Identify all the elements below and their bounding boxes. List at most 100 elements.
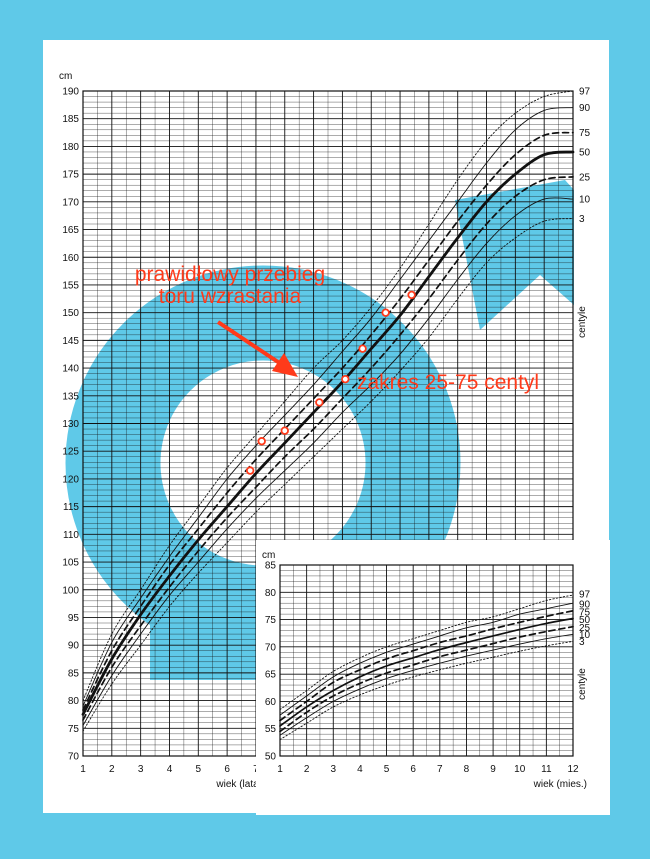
y-tick-label: 70: [68, 752, 80, 763]
x-axis-title: wiek (mies.): [533, 779, 587, 790]
side-label-centyle: centyle: [577, 668, 588, 700]
x-tick-label: 4: [357, 764, 363, 775]
x-tick-label: 3: [138, 764, 144, 775]
side-label-centyle: centyle: [577, 306, 588, 338]
centile-curve-10: [279, 633, 574, 736]
y-tick-label: 165: [62, 225, 79, 236]
y-tick-label: 145: [62, 336, 79, 347]
centile-curve-50: [81, 150, 575, 716]
measurement-point: [257, 437, 266, 446]
y-tick-label: 110: [63, 530, 79, 541]
y-tick-label: 115: [63, 502, 79, 513]
y-tick-label: 75: [68, 724, 80, 735]
main-curves: [81, 90, 575, 732]
x-tick-label: 5: [384, 764, 390, 775]
x-tick-label: 8: [464, 764, 470, 775]
annotation-arrow-shaft: [216, 320, 286, 368]
percentile-label-3: 3: [579, 214, 585, 225]
measurement-point: [358, 344, 367, 353]
y-tick-label: 125: [62, 447, 79, 458]
measurement-point: [280, 426, 289, 435]
x-tick-label: 6: [224, 764, 230, 775]
centile-curve-75: [82, 131, 574, 711]
percentile-label-50: 50: [579, 147, 591, 158]
y-unit-label: cm: [262, 550, 275, 561]
y-tick-label: 65: [265, 670, 277, 681]
centile-curve-97: [279, 594, 574, 711]
percentile-label-97: 97: [579, 87, 591, 98]
centile-curve-90: [279, 602, 574, 716]
percentile-label-90: 90: [579, 103, 591, 114]
annotation-arrow-head: [272, 353, 298, 377]
x-tick-label: 3: [330, 764, 336, 775]
percentile-label-75: 75: [579, 128, 591, 139]
x-tick-label: 1: [80, 764, 86, 775]
percentile-label-75: 75: [579, 607, 591, 618]
y-tick-label: 135: [62, 391, 79, 402]
centile-curve-97: [82, 90, 574, 702]
x-tick-label: 7: [437, 764, 443, 775]
centile-curve-50: [279, 617, 574, 727]
centile-curve-90: [82, 107, 574, 707]
measurement-point: [407, 290, 416, 300]
plot-frame: [279, 564, 574, 757]
y-tick-label: 85: [265, 561, 277, 572]
main-points: [245, 290, 416, 475]
measurement-point: [315, 398, 324, 407]
x-tick-label: 1: [277, 764, 283, 775]
y-tick-label: 95: [68, 613, 80, 624]
x-tick-label: 5: [196, 764, 202, 775]
percentile-label-90: 90: [579, 600, 591, 611]
percentile-label-50: 50: [579, 615, 591, 626]
x-tick-label: 9: [490, 764, 496, 775]
x-tick-label: 6: [410, 764, 416, 775]
x-tick-label: 2: [304, 764, 310, 775]
y-tick-label: 90: [68, 641, 80, 652]
y-tick-label: 185: [62, 114, 79, 125]
inset-panel: [256, 540, 610, 815]
x-tick-label: 2: [109, 764, 115, 775]
y-tick-label: 170: [62, 197, 79, 208]
y-tick-label: 60: [265, 697, 277, 708]
y-tick-label: 160: [62, 253, 79, 264]
y-tick-label: 70: [265, 642, 277, 653]
y-tick-label: 180: [62, 142, 79, 153]
x-axis-title: wiek (lata): [215, 779, 262, 790]
centile-curve-3: [82, 218, 574, 732]
x-tick-label: 4: [167, 764, 173, 775]
inset-curves: [279, 594, 574, 741]
y-tick-label: 55: [265, 724, 277, 735]
y-tick-label: 80: [68, 696, 80, 707]
percentile-label-25: 25: [579, 623, 591, 634]
y-tick-label: 150: [62, 308, 79, 319]
y-tick-label: 105: [62, 558, 79, 569]
percentile-label-25: 25: [579, 172, 591, 183]
y-tick-label: 190: [62, 87, 79, 98]
x-tick-label: 10: [514, 764, 526, 775]
y-tick-label: 155: [62, 280, 79, 291]
y-tick-label: 175: [62, 170, 79, 181]
y-tick-label: 80: [265, 588, 277, 599]
y-tick-label: 140: [62, 364, 79, 375]
centile-curve-25: [82, 176, 574, 721]
percentile-label-97: 97: [579, 590, 591, 601]
percentile-label-10: 10: [579, 195, 591, 206]
y-tick-label: 100: [62, 585, 79, 596]
percentile-label-3: 3: [579, 637, 585, 648]
percentile-label-10: 10: [579, 630, 591, 641]
x-tick-label: 11: [541, 764, 552, 775]
measurement-point: [245, 466, 255, 475]
x-tick-label: 12: [567, 764, 579, 775]
measurement-point: [341, 374, 350, 384]
centile-curve-3: [279, 640, 574, 741]
y-tick-label: 75: [265, 615, 277, 626]
y-unit-label: cm: [59, 71, 72, 82]
inset-grid: [279, 564, 574, 757]
annotation-arrow: [216, 320, 298, 377]
y-tick-label: 130: [62, 419, 79, 430]
centile-curve-10: [82, 197, 574, 726]
measurement-point: [381, 308, 390, 317]
y-tick-label: 120: [62, 474, 79, 485]
